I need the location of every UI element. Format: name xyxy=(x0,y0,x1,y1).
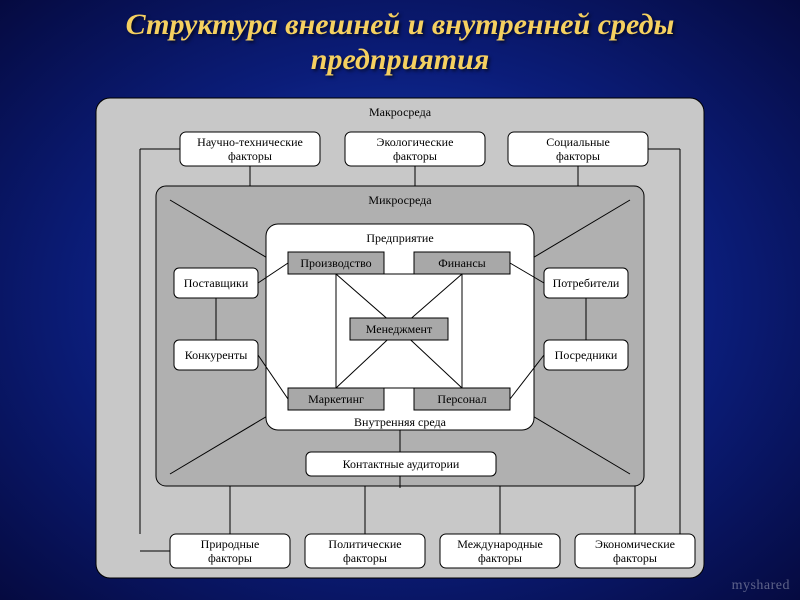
competitors-label: Конкуренты xyxy=(185,348,248,362)
natural-l2: факторы xyxy=(208,551,252,565)
intl-l2: факторы xyxy=(478,551,522,565)
sci-tech-l1: Научно-технические xyxy=(197,135,303,149)
enterprise-label: Предприятие xyxy=(366,231,433,245)
personnel-label: Персонал xyxy=(437,392,486,406)
finance-label: Финансы xyxy=(438,256,485,270)
macro-label: Макросреда xyxy=(369,105,432,119)
natural-l1: Природные xyxy=(201,537,260,551)
eco-l2: факторы xyxy=(393,149,437,163)
political-l1: Политические xyxy=(328,537,401,551)
marketing-label: Маркетинг xyxy=(308,392,364,406)
micro-label: Микросреда xyxy=(368,193,432,207)
social-l1: Социальные xyxy=(546,135,610,149)
macro-top-row: Научно-технические факторы Экологические… xyxy=(180,132,648,166)
title-line-1: Структура внешней и внутренней среды xyxy=(126,8,675,41)
contact-label: Контактные аудитории xyxy=(343,457,460,471)
consumers-label: Потребители xyxy=(553,276,620,290)
political-l2: факторы xyxy=(343,551,387,565)
inner-env-label: Внутренняя среда xyxy=(354,415,447,429)
econ-l1: Экономические xyxy=(595,537,675,551)
social-l2: факторы xyxy=(556,149,600,163)
management-label: Менеджмент xyxy=(366,322,433,336)
intermediaries-label: Посредники xyxy=(555,348,618,362)
slide-title: Структура внешней и внутренней среды пре… xyxy=(0,0,800,81)
sci-tech-l2: факторы xyxy=(228,149,272,163)
production-label: Производство xyxy=(300,256,371,270)
econ-l2: факторы xyxy=(613,551,657,565)
intl-l1: Международные xyxy=(457,537,543,551)
title-line-2: предприятия xyxy=(311,43,489,76)
eco-l1: Экологические xyxy=(377,135,454,149)
watermark: myshared xyxy=(732,578,790,594)
environment-diagram: Макросреда Научно-технические факторы Эк… xyxy=(90,94,710,584)
suppliers-label: Поставщики xyxy=(184,276,249,290)
